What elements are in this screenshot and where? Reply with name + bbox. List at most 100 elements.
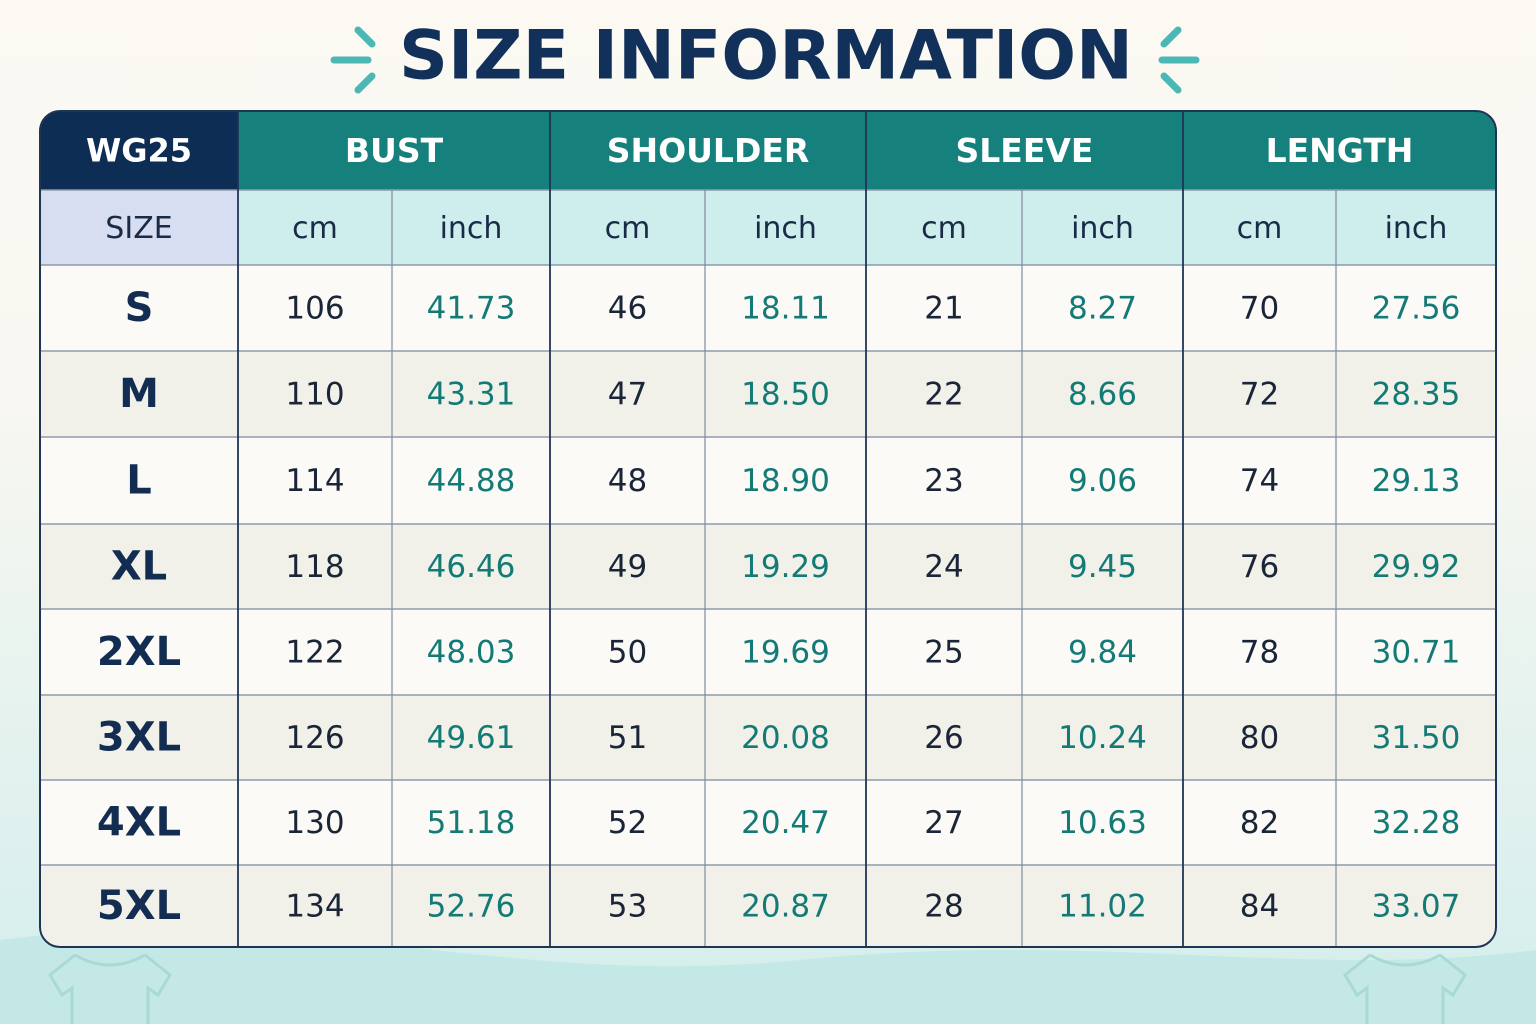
unit: inch — [1071, 211, 1134, 246]
cell: 48 — [608, 463, 647, 499]
cell: 134 — [285, 889, 344, 925]
cell: 21 — [924, 291, 963, 327]
cell: 47 — [608, 377, 647, 413]
title: SIZE INFORMATION — [399, 17, 1133, 96]
group-header: BUST — [345, 131, 444, 170]
cell: 18.90 — [741, 463, 830, 499]
size: S — [125, 285, 154, 331]
cell: 8.66 — [1068, 377, 1137, 413]
unit: cm — [1237, 211, 1283, 246]
size: XL — [111, 544, 167, 590]
unit-bg — [40, 190, 1496, 265]
cell: 51.18 — [427, 805, 516, 841]
unit: inch — [1385, 211, 1448, 246]
code-bg — [40, 111, 238, 190]
cell: 43.31 — [427, 377, 516, 413]
cell: 9.84 — [1068, 635, 1137, 671]
wave — [0, 929, 1536, 1024]
cell: 27 — [924, 805, 963, 841]
size: 4XL — [97, 800, 181, 846]
cell: 53 — [608, 889, 647, 925]
row-bg — [40, 865, 1496, 947]
cell: 52.76 — [427, 889, 516, 925]
cell: 9.06 — [1068, 463, 1137, 499]
row-bg — [40, 695, 1496, 780]
unit: cm — [605, 211, 651, 246]
size: 5XL — [97, 883, 181, 929]
cell: 30.71 — [1372, 635, 1461, 671]
cell: 80 — [1240, 720, 1279, 756]
cell: 29.13 — [1372, 463, 1461, 499]
cell: 20.87 — [741, 889, 830, 925]
code: WG25 — [86, 132, 192, 170]
cell: 46 — [608, 291, 647, 327]
cell: 72 — [1240, 377, 1279, 413]
cell: 18.11 — [741, 291, 830, 327]
cell: 82 — [1240, 805, 1279, 841]
cell: 84 — [1240, 889, 1279, 925]
cell: 76 — [1240, 549, 1279, 585]
cell: 29.92 — [1372, 549, 1461, 585]
cell: 106 — [285, 291, 344, 327]
size-label-bg — [40, 190, 238, 265]
cell: 70 — [1240, 291, 1279, 327]
cell: 78 — [1240, 635, 1279, 671]
cell: 11.02 — [1058, 889, 1147, 925]
unit: inch — [440, 211, 503, 246]
title-decoration — [330, 26, 1200, 94]
cell: 22 — [924, 377, 963, 413]
shirt-icon — [48, 953, 1467, 1024]
table: WG25 BUST SHOULDER SLEEVE LENGTH SIZE cm inch cm… — [40, 111, 1496, 947]
cell: 110 — [285, 377, 344, 413]
table-border — [39, 110, 1497, 948]
size-label: SIZE — [105, 211, 172, 246]
cell: 33.07 — [1372, 889, 1461, 925]
row-bg — [40, 524, 1496, 609]
cell: 74 — [1240, 463, 1279, 499]
row-bg — [40, 609, 1496, 695]
cell: 28.35 — [1372, 377, 1461, 413]
cell: 130 — [285, 805, 344, 841]
cell: 19.69 — [741, 635, 830, 671]
cell: 44.88 — [427, 463, 516, 499]
cell: 10.63 — [1058, 805, 1147, 841]
cell: 49.61 — [427, 720, 516, 756]
row-bg — [40, 265, 1496, 351]
group-header: SHOULDER — [607, 131, 810, 170]
cell: 48.03 — [427, 635, 516, 671]
cell: 114 — [285, 463, 344, 499]
cell: 9.45 — [1068, 549, 1137, 585]
cell: 50 — [608, 635, 647, 671]
cell: 8.27 — [1068, 291, 1137, 327]
size: M — [119, 371, 159, 417]
unit: inch — [754, 211, 817, 246]
cell: 20.08 — [741, 720, 830, 756]
cell: 26 — [924, 720, 963, 756]
header-bg — [40, 111, 1496, 190]
row-bg — [40, 351, 1496, 437]
cell: 23 — [924, 463, 963, 499]
cell: 118 — [285, 549, 344, 585]
cell: 28 — [924, 889, 963, 925]
cell: 24 — [924, 549, 963, 585]
cell: 31.50 — [1372, 720, 1461, 756]
group-header: LENGTH — [1266, 131, 1414, 170]
cell: 49 — [608, 549, 647, 585]
cell: 25 — [924, 635, 963, 671]
cell: 46.46 — [427, 549, 516, 585]
cell: 19.29 — [741, 549, 830, 585]
unit: cm — [921, 211, 967, 246]
cell: 41.73 — [427, 291, 516, 327]
group-header: SLEEVE — [956, 131, 1094, 170]
size: 3XL — [97, 715, 181, 761]
cell: 51 — [608, 720, 647, 756]
cell: 18.50 — [741, 377, 830, 413]
size: L — [126, 458, 152, 504]
cell: 122 — [285, 635, 344, 671]
cell: 52 — [608, 805, 647, 841]
row-bg — [40, 780, 1496, 865]
cell: 32.28 — [1372, 805, 1461, 841]
cell: 126 — [285, 720, 344, 756]
